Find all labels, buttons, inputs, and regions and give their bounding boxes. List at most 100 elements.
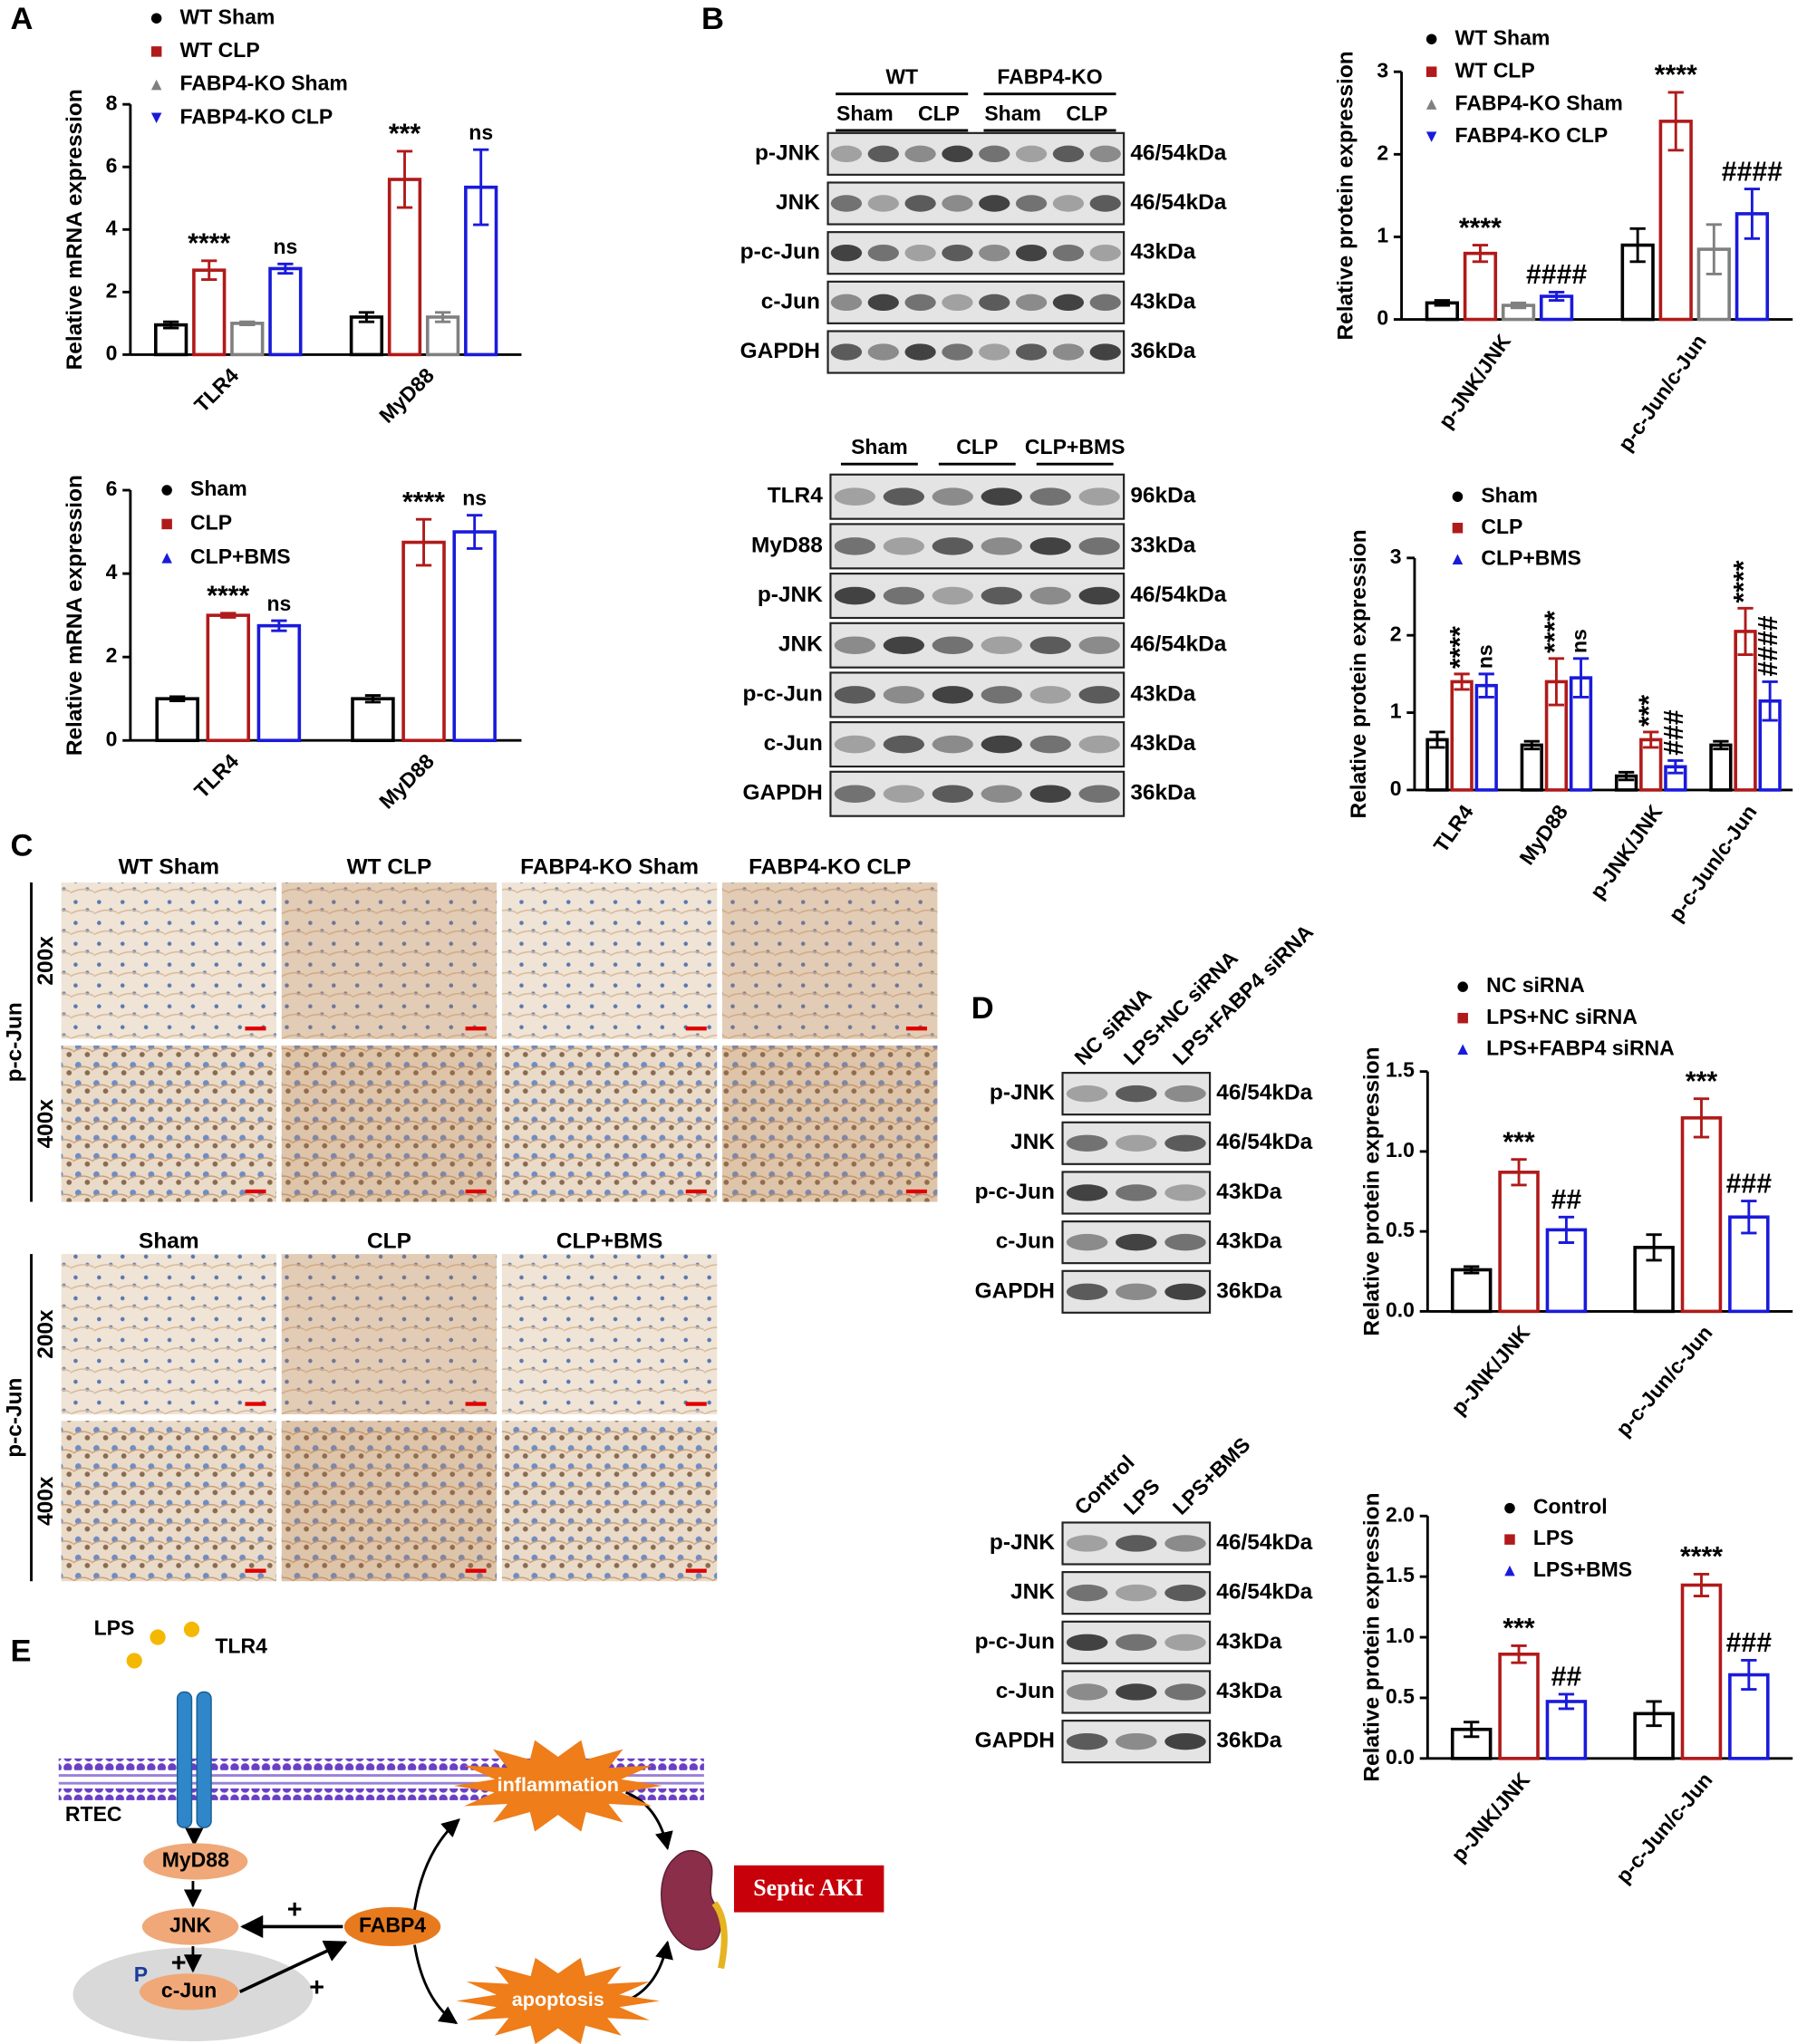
blot-band: [834, 487, 876, 506]
outcome-box: [733, 1865, 884, 1913]
diagram-label: Septic AKI: [753, 1875, 863, 1901]
lane-label: LPS: [1119, 1474, 1164, 1519]
blot-band: [834, 686, 876, 704]
group-label: FABP4-KO: [997, 64, 1102, 88]
legend-marker: [150, 112, 162, 124]
column-label: WT CLP: [347, 855, 432, 880]
y-tick-label: 4: [106, 216, 118, 239]
blot-row-label: c-Jun: [996, 1679, 1055, 1703]
blot-strip: [826, 181, 1126, 226]
error-bar: [1464, 1265, 1480, 1275]
blot-row-label: GAPDH: [975, 1729, 1055, 1753]
receptor: [176, 1691, 193, 1828]
blot-band: [981, 537, 1022, 555]
blot-band: [904, 145, 936, 163]
burst: [453, 1740, 662, 1832]
micrograph: [281, 882, 498, 1039]
blot-band: [932, 785, 973, 804]
blot-band: [1066, 1184, 1108, 1201]
stain-label: p-c-Jun: [3, 1002, 27, 1082]
blot-band: [1066, 1134, 1108, 1152]
significance-label: ****: [402, 487, 445, 517]
diagram-label: +: [309, 1973, 324, 2002]
blot-band: [1052, 343, 1085, 361]
blot-row-label: p-c-Jun: [740, 240, 820, 265]
blot-band: [834, 636, 876, 655]
blot-strip: [829, 770, 1126, 817]
diagram-label: P: [134, 1962, 148, 1986]
x-tick-label: MyD88: [374, 363, 439, 428]
bar: [230, 322, 265, 357]
node: [343, 1906, 441, 1947]
lane-label: CLP+BMS: [1025, 435, 1126, 458]
diagram-label: +: [171, 1949, 187, 1978]
x-tick-label: p-c-Jun/c-Jun: [1664, 800, 1762, 925]
significance-label: ####: [1754, 615, 1783, 676]
y-tick-label: 6: [106, 153, 118, 177]
blot-band: [1164, 1184, 1206, 1201]
blot-row-label: TLR4: [768, 484, 824, 508]
x-tick-label: p-JNK/JNK: [1446, 1768, 1534, 1866]
y-tick-label: 0.0: [1386, 1297, 1415, 1321]
blot-band: [1078, 586, 1120, 605]
blot-band: [830, 294, 863, 312]
micrograph: [722, 1045, 938, 1202]
blot-band: [834, 735, 876, 754]
y-tick-label: 1.5: [1386, 1058, 1415, 1082]
legend-label: WT Sham: [1455, 25, 1551, 49]
significance-label: ####: [1526, 260, 1587, 290]
bar: [1450, 1268, 1493, 1314]
error-bar: [1693, 1573, 1710, 1598]
group-label: WT: [885, 64, 918, 88]
error-bar: [163, 320, 179, 330]
blot-band: [942, 244, 973, 262]
blot-size-label: 46/54kDa: [1216, 1580, 1312, 1605]
lps-dot: [150, 1629, 166, 1645]
blot-band: [1066, 1683, 1108, 1701]
panel-label: D: [971, 991, 994, 1026]
bar: [1680, 1116, 1723, 1314]
y-tick-label: 1: [1390, 699, 1402, 723]
bar: [425, 315, 460, 357]
error-bar: [1464, 1721, 1480, 1739]
blot-size-label: 43kDa: [1216, 1679, 1281, 1703]
blot-band: [1164, 1535, 1206, 1552]
arrow: [413, 1818, 460, 1910]
legend-marker: [1457, 981, 1468, 992]
diagram-label: MyD88: [162, 1848, 229, 1872]
lane-label: CLP: [956, 435, 998, 458]
blot-band: [932, 735, 973, 754]
micrograph: [281, 1045, 498, 1202]
blot-band: [1066, 1283, 1108, 1301]
error-bar: [1511, 1158, 1527, 1187]
blot-band: [1164, 1283, 1206, 1301]
y-tick-label: 0.5: [1386, 1684, 1415, 1708]
panel-label: E: [11, 1634, 32, 1668]
blot-band: [1015, 294, 1048, 312]
significance-label: ns: [462, 486, 487, 509]
legend-label: Control: [1533, 1495, 1608, 1519]
blot-band: [979, 244, 1010, 262]
micrograph: [501, 882, 718, 1039]
legend-marker: [161, 485, 172, 496]
significance-label: ns: [266, 592, 291, 615]
lane-label: CLP: [918, 101, 960, 125]
blot-band: [1116, 1535, 1157, 1552]
bar: [452, 530, 497, 743]
magnification-label: 400x: [34, 1099, 58, 1149]
micrograph: [722, 882, 938, 1039]
y-axis-label: Relative mRNA expression: [63, 475, 87, 756]
blot-strip: [829, 671, 1126, 718]
magnification-label: 200x: [34, 1309, 58, 1359]
significance-label: ****: [1655, 61, 1697, 91]
blot-band: [1015, 343, 1048, 361]
error-bar: [1511, 1644, 1527, 1664]
blot-size-label: 43kDa: [1130, 681, 1195, 706]
pathway-diagram: LPS TLR4 RTEC MyD88 JNK c-Jun P FABP4 in…: [58, 1615, 884, 2044]
blot-band: [883, 785, 925, 804]
blot-band: [981, 586, 1022, 605]
blot-band: [1164, 1732, 1206, 1750]
blot-band: [932, 636, 973, 655]
blot-band: [1029, 487, 1071, 506]
